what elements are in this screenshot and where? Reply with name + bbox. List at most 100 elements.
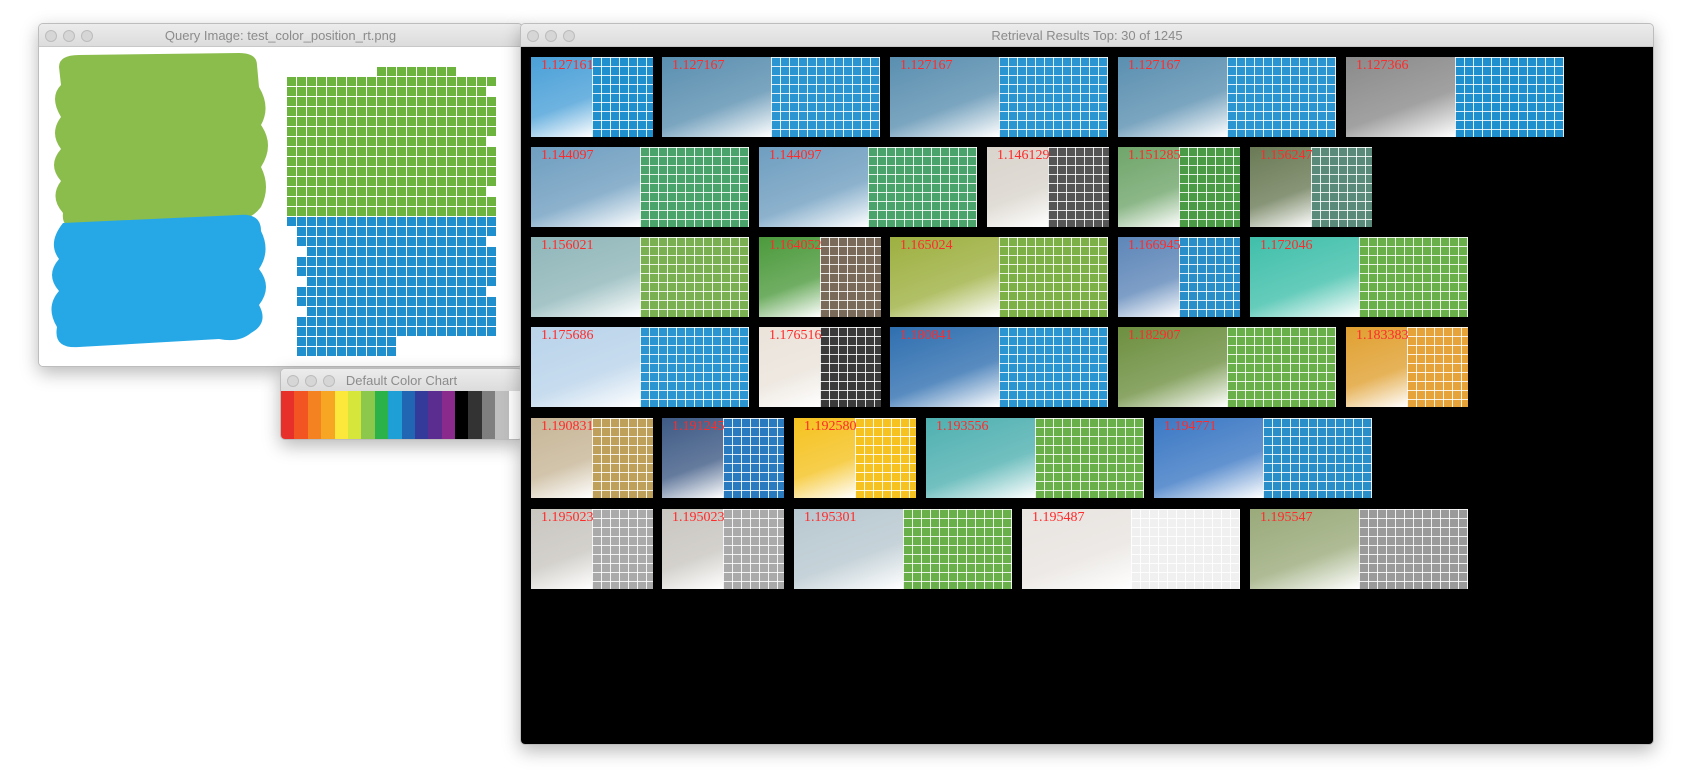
- quantized-cell: [377, 297, 386, 306]
- quantized-cell: [467, 197, 476, 206]
- result-thumbnail[interactable]: 1.194771: [1154, 418, 1372, 498]
- quantized-cell: [297, 257, 306, 266]
- quantized-cell: [397, 277, 406, 286]
- quantized-cell: [347, 227, 356, 236]
- quantized-cell: [487, 297, 496, 306]
- result-color-grid: [1359, 237, 1468, 317]
- result-thumbnail[interactable]: 1.180841: [890, 327, 1108, 407]
- result-color-grid: [592, 509, 653, 589]
- quantized-cell: [347, 327, 356, 336]
- quantized-cell: [357, 327, 366, 336]
- zoom-icon[interactable]: [81, 30, 93, 42]
- quantized-cell: [467, 227, 476, 236]
- quantized-cell: [427, 167, 436, 176]
- minimize-icon[interactable]: [305, 375, 317, 387]
- result-thumbnail[interactable]: 1.195023: [662, 509, 784, 589]
- result-thumbnail[interactable]: 1.144097: [759, 147, 977, 227]
- quantized-cell: [457, 137, 466, 146]
- quantized-cell: [407, 117, 416, 126]
- quantized-cell: [337, 337, 346, 346]
- quantized-cell: [427, 107, 436, 116]
- result-thumbnail[interactable]: 1.127161: [531, 57, 653, 137]
- quantized-cell: [447, 137, 456, 146]
- quantized-cell: [327, 237, 336, 246]
- result-thumbnail[interactable]: 1.195547: [1250, 509, 1468, 589]
- quantized-cell: [287, 137, 296, 146]
- quantized-cell: [307, 317, 316, 326]
- quantized-cell: [317, 347, 326, 356]
- result-thumbnail[interactable]: 1.172046: [1250, 237, 1468, 317]
- quantized-cell: [347, 117, 356, 126]
- quantized-cell: [437, 287, 446, 296]
- zoom-icon[interactable]: [323, 375, 335, 387]
- quantized-cell: [397, 97, 406, 106]
- zoom-icon[interactable]: [563, 30, 575, 42]
- result-thumbnail[interactable]: 1.164052: [759, 237, 881, 317]
- color-chart-window[interactable]: Default Color Chart: [280, 368, 523, 440]
- result-photo: [890, 327, 999, 407]
- quantized-cell: [337, 307, 346, 316]
- quantized-cell: [367, 147, 376, 156]
- quantized-cell: [437, 187, 446, 196]
- result-thumbnail[interactable]: 1.127167: [1118, 57, 1336, 137]
- query-image-window[interactable]: Query Image: test_color_position_rt.png: [38, 23, 523, 367]
- quantized-cell: [357, 287, 366, 296]
- result-thumbnail[interactable]: 1.156021: [531, 237, 749, 317]
- result-thumbnail[interactable]: 1.151285: [1118, 147, 1240, 227]
- minimize-icon[interactable]: [545, 30, 557, 42]
- result-thumbnail[interactable]: 1.127167: [662, 57, 880, 137]
- result-thumbnail[interactable]: 1.195301: [794, 509, 1012, 589]
- retrieval-results-window[interactable]: Retrieval Results Top: 30 of 1245 1.1271…: [520, 23, 1654, 745]
- result-thumbnail[interactable]: 1.127167: [890, 57, 1108, 137]
- quantized-cell: [377, 127, 386, 136]
- query-window-titlebar[interactable]: Query Image: test_color_position_rt.png: [39, 24, 522, 47]
- result-thumbnail[interactable]: 1.193556: [926, 418, 1144, 498]
- result-thumbnail[interactable]: 1.176516: [759, 327, 881, 407]
- quantized-cell: [457, 207, 466, 216]
- results-window-titlebar[interactable]: Retrieval Results Top: 30 of 1245: [521, 24, 1653, 47]
- quantized-cell: [377, 167, 386, 176]
- result-thumbnail[interactable]: 1.191245: [662, 418, 784, 498]
- result-photo: [794, 418, 855, 498]
- quantized-cell: [457, 277, 466, 286]
- result-thumbnail[interactable]: 1.195023: [531, 509, 653, 589]
- result-thumbnail[interactable]: 1.127366: [1346, 57, 1564, 137]
- quantized-cell: [407, 307, 416, 316]
- result-thumbnail[interactable]: 1.144097: [531, 147, 749, 227]
- quantized-cell: [457, 247, 466, 256]
- result-thumbnail[interactable]: 1.195487: [1022, 509, 1240, 589]
- quantized-cell: [477, 277, 486, 286]
- result-thumbnail[interactable]: 1.165024: [890, 237, 1108, 317]
- quantized-cell: [397, 227, 406, 236]
- result-thumbnail[interactable]: 1.182907: [1118, 327, 1336, 407]
- quantized-cell: [307, 277, 316, 286]
- chart-window-titlebar[interactable]: Default Color Chart: [281, 369, 522, 392]
- close-icon[interactable]: [527, 30, 539, 42]
- quantized-cell: [317, 167, 326, 176]
- result-color-grid: [640, 147, 749, 227]
- quantized-cell: [307, 157, 316, 166]
- quantized-cell: [397, 287, 406, 296]
- quantized-cell: [487, 167, 496, 176]
- quantized-cell: [437, 217, 446, 226]
- result-thumbnail[interactable]: 1.190831: [531, 418, 653, 498]
- minimize-icon[interactable]: [63, 30, 75, 42]
- result-thumbnail[interactable]: 1.166945: [1118, 237, 1240, 317]
- result-thumbnail[interactable]: 1.183383: [1346, 327, 1468, 407]
- quantized-cell: [387, 347, 396, 356]
- quantized-cell: [347, 177, 356, 186]
- result-thumbnail[interactable]: 1.192580: [794, 418, 916, 498]
- result-thumbnail[interactable]: 1.156247: [1250, 147, 1372, 227]
- quantized-cell: [437, 197, 446, 206]
- close-icon[interactable]: [45, 30, 57, 42]
- quantized-cell: [327, 117, 336, 126]
- quantized-cell: [307, 177, 316, 186]
- result-thumbnail[interactable]: 1.146129: [987, 147, 1109, 227]
- close-icon[interactable]: [287, 375, 299, 387]
- quantized-cell: [477, 327, 486, 336]
- quantized-cell: [467, 277, 476, 286]
- result-thumbnail[interactable]: 1.175686: [531, 327, 749, 407]
- quantized-cell: [347, 217, 356, 226]
- quantized-cell: [477, 127, 486, 136]
- result-score: 1.193556: [936, 419, 989, 434]
